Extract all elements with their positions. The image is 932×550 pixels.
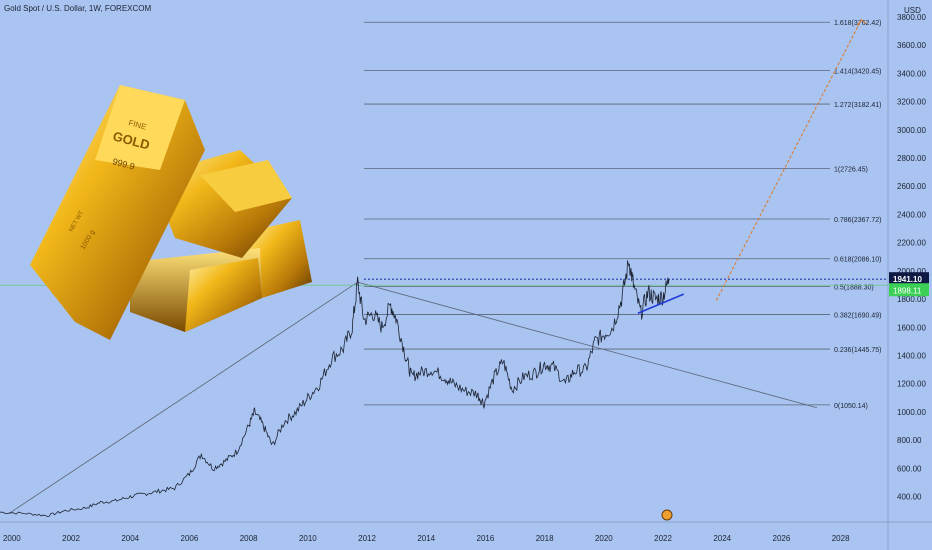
y-tick-label: 800.00 — [897, 436, 922, 445]
x-tick-label: 2010 — [299, 534, 317, 543]
fib-level-label: 1.414(3420.45) — [834, 68, 881, 75]
fib-level-label: 1(2726.45) — [834, 166, 868, 173]
x-tick-label: 2020 — [595, 534, 613, 543]
y-tick-label: 3200.00 — [897, 98, 926, 107]
fib-level-label: 1.618(3762.42) — [834, 20, 881, 27]
price-axis-currency: USD — [904, 6, 921, 15]
y-tick-label: 1200.00 — [897, 380, 926, 389]
y-tick-label: 1400.00 — [897, 352, 926, 361]
gold-bar-big-top — [95, 85, 185, 170]
rising-trend-line — [8, 281, 358, 514]
x-tick-label: 2024 — [713, 534, 731, 543]
x-tick-label: 2016 — [477, 534, 495, 543]
projection-arrowhead — [856, 19, 867, 27]
y-tick-label: 3600.00 — [897, 41, 926, 50]
y-tick-label: 600.00 — [897, 464, 922, 473]
fib-level-label: 0.236(1445.75) — [834, 347, 881, 354]
fib-level-label: 0.382(1690.49) — [834, 313, 881, 320]
chart-title: Gold Spot / U.S. Dollar, 1W, FOREXCOM — [4, 4, 152, 13]
gold-bar — [245, 220, 312, 298]
x-tick-label: 2018 — [536, 534, 554, 543]
fib-level-label: 0.786(2367.72) — [834, 217, 881, 224]
fib-level-label: 0(1050.14) — [834, 403, 868, 410]
price-series-line — [0, 260, 670, 517]
support-trend-line — [637, 293, 685, 314]
level-price-tag — [889, 283, 929, 297]
fib-level-label: 0.5(1888.30) — [834, 285, 874, 292]
y-tick-label: 2200.00 — [897, 239, 926, 248]
x-tick-label: 2014 — [417, 534, 435, 543]
y-tick-label: 3000.00 — [897, 126, 926, 135]
y-tick-label: 2400.00 — [897, 210, 926, 219]
y-tick-label: 2800.00 — [897, 154, 926, 163]
x-tick-label: 2000 — [3, 534, 21, 543]
gold-bar-face — [185, 258, 262, 332]
y-tick-label: 1600.00 — [897, 323, 926, 332]
event-marker-icon — [661, 509, 673, 521]
fib-level-label: 1.272(3182.41) — [834, 102, 881, 109]
x-tick-label: 2002 — [62, 534, 80, 543]
x-tick-label: 2008 — [240, 534, 258, 543]
level-price-tag-text: 1898.11 — [893, 286, 922, 295]
current-price-tag-text: 1941.10 — [893, 275, 922, 284]
y-tick-label: 400.00 — [897, 493, 922, 502]
y-tick-label: 3800.00 — [897, 13, 926, 22]
gold-bar-top — [200, 160, 292, 212]
y-tick-label: 1800.00 — [897, 295, 926, 304]
fib-level-label: 0.618(2086.10) — [834, 257, 881, 264]
y-tick-label: 3400.00 — [897, 69, 926, 78]
x-tick-label: 2028 — [832, 534, 850, 543]
gold-bars-illustration — [30, 85, 312, 340]
x-tick-label: 2026 — [773, 534, 791, 543]
x-tick-label: 2006 — [181, 534, 199, 543]
y-tick-label: 1000.00 — [897, 408, 926, 417]
descending-trend-line — [357, 281, 818, 409]
x-tick-label: 2004 — [121, 534, 139, 543]
x-tick-label: 2012 — [358, 534, 376, 543]
x-tick-label: 2022 — [654, 534, 672, 543]
y-tick-label: 2000.00 — [897, 267, 926, 276]
y-tick-label: 2600.00 — [897, 182, 926, 191]
projection-arrow-line — [715, 19, 862, 301]
current-price-tag — [889, 272, 929, 286]
